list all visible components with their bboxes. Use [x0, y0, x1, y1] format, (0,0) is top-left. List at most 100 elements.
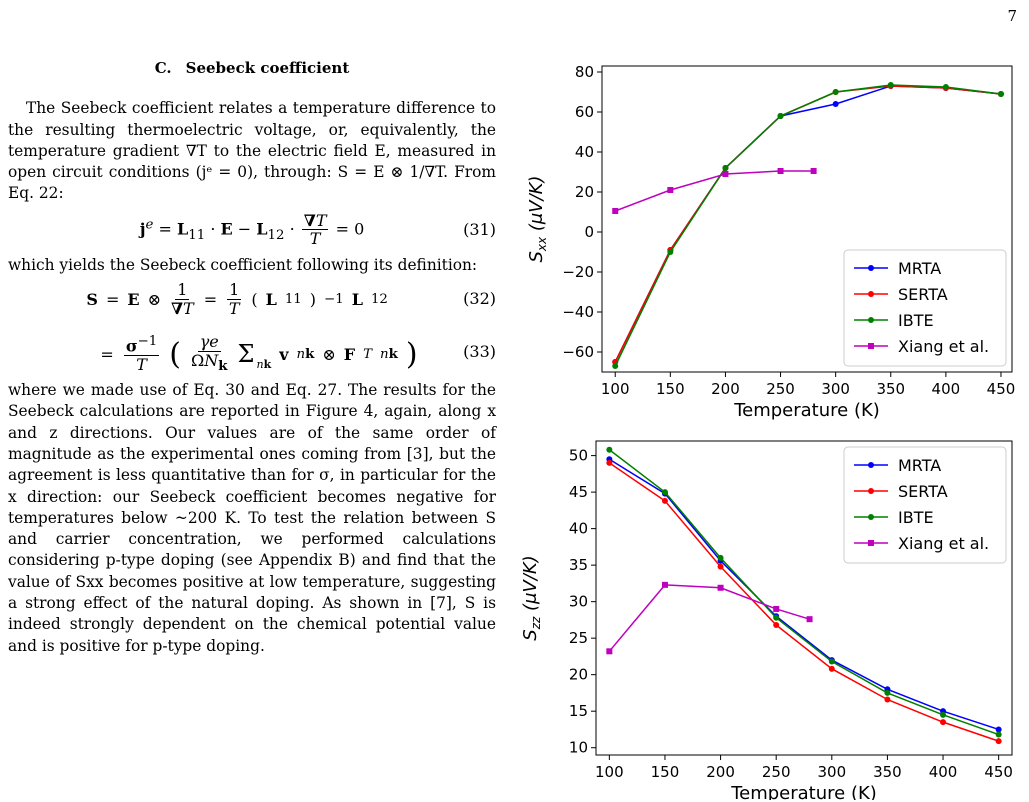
legend-marker: [868, 317, 874, 323]
chart-sxx: 100 150 200 250 300 350 400 450 −60 −40 −20 0 20 40 60…: [526, 63, 1016, 420]
equation-number: (33): [463, 341, 496, 361]
y-tick-label: 0: [584, 223, 594, 241]
y-tick-label: 60: [575, 103, 594, 121]
legend-label: MRTA: [898, 259, 941, 278]
legend-label: Xiang et al.: [898, 337, 989, 356]
data-point: [722, 165, 729, 171]
y-tick-label: 10: [569, 739, 588, 757]
paragraph-results: where we made use of Eq. 30 and Eq. 27. …: [8, 381, 496, 655]
data-point: [661, 497, 668, 504]
x-tick-label: 100: [595, 763, 624, 781]
data-point: [717, 563, 724, 570]
series-line: [608, 449, 999, 736]
equation-number: (32): [463, 289, 496, 309]
y-tick-label: −20: [562, 263, 594, 281]
y-tick-label: 25: [569, 629, 588, 647]
data-point: [942, 84, 949, 90]
x-tick-label: 250: [762, 763, 791, 781]
section-heading: C. Seebeck coefficient: [8, 58, 496, 79]
x-tick-label: 200: [706, 763, 735, 781]
plot-frame: [601, 65, 1013, 373]
series-line: [614, 170, 814, 212]
y-tick-label: 30: [569, 593, 588, 611]
legend-label: SERTA: [898, 482, 948, 501]
data-point: [722, 171, 729, 177]
legend-label: Xiang et al.: [898, 534, 989, 553]
y-tick-label: 20: [569, 666, 588, 684]
x-tick-label: 300: [817, 763, 846, 781]
data-point: [995, 731, 1002, 738]
legend-box: [843, 446, 1007, 564]
data-point: [612, 363, 619, 369]
x-tick-label: 350: [876, 380, 905, 398]
equation-32-33: S = E ⊗ 1 ∇T = 1 T(L 11) −1 L 12 = σ−1 T (γe ΩNk…: [86, 280, 496, 375]
legend-label: IBTE: [898, 311, 934, 330]
legend-box: [843, 249, 1007, 367]
x-tick-label: 450: [984, 763, 1013, 781]
x-tick-label: 450: [987, 380, 1016, 398]
data-point: [828, 665, 835, 672]
paragraph-definition: which yields the Seebeck coefficient fol…: [8, 255, 478, 274]
legend-label: MRTA: [898, 456, 941, 475]
y-axis-label: Sxx (μV/K): [526, 175, 549, 262]
data-point: [606, 446, 613, 453]
legend-marker: [868, 540, 874, 546]
paragraph-intro: The Seebeck coefficient relates a temper…: [8, 99, 496, 203]
y-tick-label: 40: [569, 520, 588, 538]
data-point: [995, 738, 1002, 745]
data-point: [773, 605, 780, 612]
plot-frame: [595, 440, 1013, 756]
data-point: [606, 459, 613, 466]
page-number: 7: [1007, 7, 1017, 25]
x-axis-label: Temperature (K): [730, 783, 877, 800]
legend-marker: [868, 265, 874, 271]
chart-szz: 100 150 200 250 300 350 400 450 10 15 20 25 30 35 40 45…: [520, 440, 1013, 800]
data-point: [777, 113, 784, 119]
y-tick-label: 45: [569, 483, 588, 501]
y-tick-label: 80: [575, 63, 594, 81]
data-point: [884, 689, 891, 696]
x-axis-label: Temperature (K): [733, 400, 880, 420]
equation-31: je = L11 · E − L12 · ∇T T = 0 (31): [139, 210, 496, 249]
legend-label: IBTE: [898, 508, 934, 527]
x-tick-label: 300: [821, 380, 850, 398]
data-point: [777, 168, 784, 174]
data-point: [717, 554, 724, 561]
data-point: [773, 622, 780, 629]
data-point: [810, 168, 817, 174]
y-tick-label: 20: [575, 183, 594, 201]
data-point: [887, 82, 894, 88]
data-point: [606, 648, 613, 655]
legend-marker: [868, 488, 874, 494]
legend-marker: [868, 343, 874, 349]
series-line: [608, 458, 999, 731]
x-tick-label: 350: [873, 763, 902, 781]
y-axis-label: Szz (μV/K): [520, 555, 543, 640]
series-line: [608, 462, 999, 742]
y-tick-label: 35: [569, 556, 588, 574]
legend-marker: [868, 514, 874, 520]
data-point: [832, 89, 839, 95]
x-tick-label: 400: [932, 380, 961, 398]
x-tick-label: 250: [766, 380, 795, 398]
x-tick-label: 400: [929, 763, 958, 781]
data-point: [612, 208, 619, 214]
section-number: C.: [154, 59, 172, 77]
data-point: [667, 187, 674, 193]
section-title: Seebeck coefficient: [185, 59, 350, 77]
data-point: [997, 91, 1004, 97]
x-tick-label: 150: [656, 380, 685, 398]
series-line: [614, 84, 1002, 367]
data-point: [717, 584, 724, 591]
x-tick-label: 200: [711, 380, 740, 398]
data-point: [773, 614, 780, 621]
data-point: [995, 726, 1002, 733]
x-tick-label: 150: [651, 763, 680, 781]
text-column: C. Seebeck coefficient The Seebeck coeffi…: [8, 58, 496, 657]
y-tick-label: 40: [575, 143, 594, 161]
legend-label: SERTA: [898, 285, 948, 304]
data-point: [661, 489, 668, 496]
equation-number: (31): [463, 220, 496, 240]
data-point: [806, 616, 813, 623]
